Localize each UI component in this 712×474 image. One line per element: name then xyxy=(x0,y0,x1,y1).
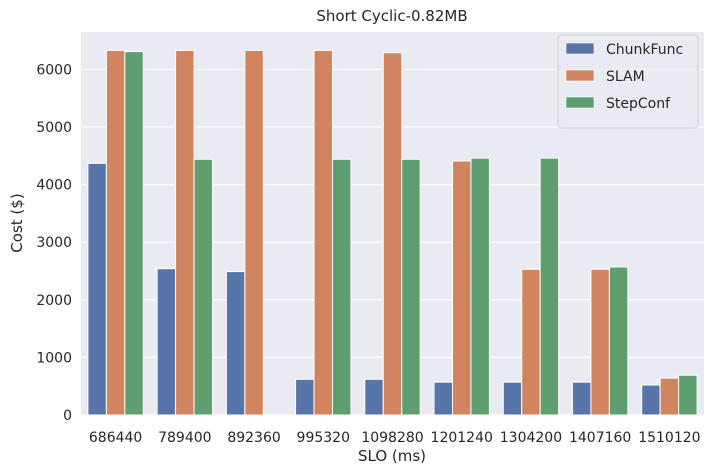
x-tick-label: 686440 xyxy=(89,430,142,446)
bar-stepconf-789400 xyxy=(193,158,214,416)
y-tick-label: 6000 xyxy=(36,62,72,78)
y-tick-label: 3000 xyxy=(36,235,72,251)
legend-swatch-slam xyxy=(565,69,595,82)
y-tick-label: 2000 xyxy=(36,293,72,309)
bar-slam-892360 xyxy=(244,49,264,416)
y-tick-label: 1000 xyxy=(36,350,72,366)
bar-stepconf-1304200 xyxy=(539,157,560,416)
bar-stepconf-1407160 xyxy=(608,266,629,416)
bar-chunkfunc-1510120 xyxy=(641,384,661,416)
x-tick-label: 1201240 xyxy=(431,430,493,446)
bar-slam-1407160 xyxy=(590,268,610,416)
chart-title: Short Cyclic-0.82MB xyxy=(316,7,467,25)
bar-chunkfunc-995320 xyxy=(295,378,315,416)
bar-slam-1304200 xyxy=(521,268,541,416)
bar-chunkfunc-1098280 xyxy=(364,378,384,416)
bar-slam-789400 xyxy=(175,49,195,416)
bar-slam-1201240 xyxy=(451,160,472,416)
bar-chunkfunc-686440 xyxy=(87,162,107,416)
x-tick-labels: 686440 789400 892360 995320 1098280 1201240 13… xyxy=(89,430,701,446)
x-tick-label: 1510120 xyxy=(638,430,700,446)
bar-chunkfunc-1407160 xyxy=(571,381,592,416)
y-tick-label: 4000 xyxy=(36,178,72,194)
x-tick-label: 995320 xyxy=(297,430,350,446)
bar-chunkfunc-1201240 xyxy=(433,381,453,416)
bar-stepconf-1098280 xyxy=(401,158,421,416)
bar-slam-1510120 xyxy=(659,377,680,416)
bar-chunkfunc-789400 xyxy=(156,268,177,416)
bar-chunkfunc-892360 xyxy=(225,271,246,416)
y-axis-label: Cost ($) xyxy=(8,193,26,252)
y-tick-label: 5000 xyxy=(36,120,72,136)
x-tick-label: 892360 xyxy=(227,430,280,446)
bar-chunkfunc-1304200 xyxy=(502,381,523,416)
legend-swatch-chunkfunc xyxy=(565,42,595,55)
y-tick-labels: 0 1000 2000 3000 4000 5000 6000 xyxy=(36,62,72,424)
x-tick-label: 1304200 xyxy=(500,430,562,446)
y-tick-label: 0 xyxy=(63,408,72,424)
bar-stepconf-1510120 xyxy=(678,374,698,416)
x-tick-label: 789400 xyxy=(158,430,211,446)
x-tick-label: 1098280 xyxy=(361,430,423,446)
x-tick-label: 1407160 xyxy=(569,430,631,446)
bar-stepconf-995320 xyxy=(332,158,352,416)
bar-stepconf-1201240 xyxy=(470,157,490,416)
bar-slam-686440 xyxy=(105,49,126,416)
x-axis-label: SLO (ms) xyxy=(358,447,426,465)
legend-label-stepconf: StepConf xyxy=(606,96,671,112)
bars xyxy=(87,49,698,416)
bar-slam-995320 xyxy=(313,49,334,416)
legend-swatch-stepconf xyxy=(565,96,595,109)
legend: ChunkFunc SLAM StepConf xyxy=(557,34,699,129)
legend-label-chunkfunc: ChunkFunc xyxy=(606,42,683,58)
legend-label-slam: SLAM xyxy=(606,69,645,85)
bar-slam-1098280 xyxy=(382,52,403,416)
bar-stepconf-686440 xyxy=(124,51,144,416)
